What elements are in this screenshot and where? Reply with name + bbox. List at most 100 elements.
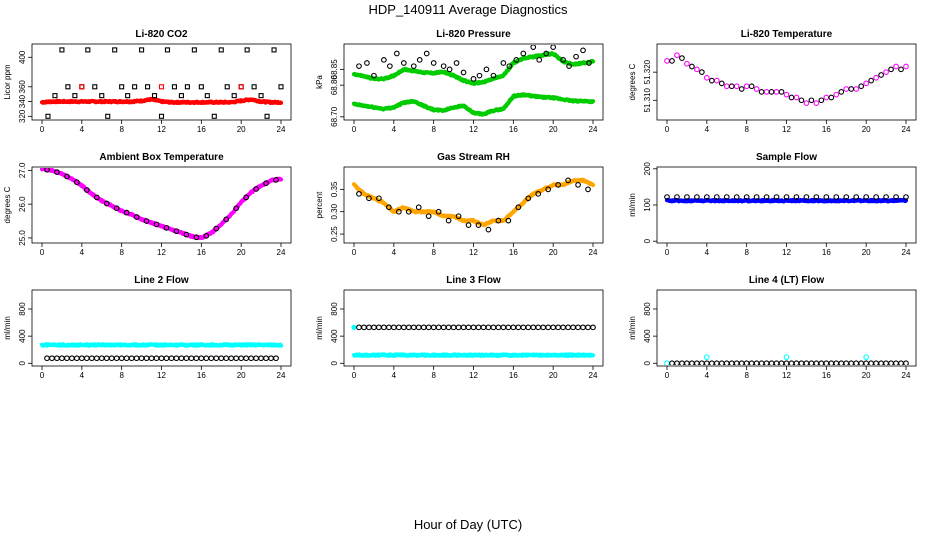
series-line-1-start [351, 324, 357, 330]
data-point [783, 91, 790, 98]
panel-title: Line 4 (LT) Flow [749, 275, 825, 286]
data-point [903, 194, 909, 200]
y-tick-label: 26.0 [18, 196, 27, 212]
x-tick-label: 0 [40, 125, 45, 134]
data-point [708, 360, 715, 365]
data-point [793, 94, 800, 101]
y-tick-label: 320 [18, 109, 27, 123]
data-point [203, 233, 210, 239]
series-line-2 [356, 45, 592, 82]
data-point [178, 355, 185, 362]
data-point [224, 84, 230, 90]
series-line-2 [664, 194, 909, 200]
series-line-a [351, 51, 596, 87]
x-tick-label: 12 [157, 125, 166, 134]
data-point [573, 53, 579, 60]
data-point [168, 355, 175, 362]
data-point [278, 100, 284, 105]
data-point [833, 360, 840, 365]
data-point [743, 360, 750, 365]
y-tick-label: 100 [643, 198, 652, 212]
data-point [495, 324, 502, 331]
x-tick-label: 8 [744, 125, 749, 134]
x-tick-label: 12 [782, 248, 791, 257]
y-axis-label: percent [315, 191, 324, 218]
series-line-1 [351, 352, 596, 358]
data-point [545, 324, 552, 331]
data-point [361, 324, 367, 331]
marks-sample_flow [664, 194, 909, 204]
data-point [103, 200, 110, 207]
data-point [570, 324, 576, 331]
y-tick-label: 0.30 [330, 203, 339, 219]
y-tick-label: 400 [18, 329, 27, 343]
data-point [183, 231, 190, 238]
data-point [198, 84, 204, 90]
x-tick-label: 0 [352, 371, 357, 380]
x-tick-label: 4 [80, 125, 85, 134]
data-point [773, 360, 780, 365]
data-point [455, 213, 462, 220]
data-point [505, 217, 512, 224]
data-point [565, 324, 571, 331]
data-point [699, 360, 705, 365]
data-point [460, 69, 467, 76]
data-point [263, 180, 269, 187]
y-tick-label: 0.35 [330, 181, 339, 197]
series-line-1 [39, 342, 284, 348]
data-point [664, 360, 670, 365]
data-point [575, 324, 581, 331]
data-point [248, 355, 254, 362]
data-point [387, 63, 393, 70]
data-point [798, 97, 805, 104]
panel-pressure: Li-820 Pressure 0 4 8 12 16 20 24 68.70 68.8068.8… [315, 29, 604, 134]
marks-line3_flow [351, 324, 596, 358]
data-point [258, 355, 264, 362]
data-point [773, 89, 780, 95]
data-point [253, 186, 259, 192]
data-point [425, 324, 432, 331]
data-point [669, 58, 675, 64]
panel-line3_flow: Line 3 Flow 0 4 8 12 16 20 24 0 400 800 ml/min [315, 275, 604, 380]
data-point [223, 216, 230, 223]
data-point [92, 84, 98, 90]
y-axis-label: Licor ppm [3, 64, 12, 99]
x-tick-label: 8 [431, 371, 436, 380]
data-point [738, 86, 745, 92]
y-axis-label: ml/min [628, 316, 637, 340]
x-tick-label: 8 [431, 248, 436, 257]
data-point [505, 324, 512, 331]
data-point [843, 194, 850, 200]
data-point [108, 355, 115, 362]
data-point [381, 56, 387, 63]
series-line-2 [356, 177, 591, 233]
y-tick-label: 200 [643, 162, 652, 176]
y-axis-label: ml/min [628, 193, 637, 217]
data-point [803, 360, 810, 365]
data-point [233, 205, 240, 212]
data-point [540, 324, 547, 331]
data-point [833, 194, 840, 200]
data-point [163, 355, 170, 362]
data-point [475, 324, 482, 331]
data-point [893, 360, 899, 365]
data-point [748, 83, 755, 90]
data-point [515, 204, 522, 211]
data-point [99, 93, 105, 99]
data-point [54, 169, 60, 175]
y-tick-label: 360 [18, 80, 27, 94]
data-point [703, 354, 710, 361]
data-point [898, 360, 904, 365]
data-point [164, 47, 171, 53]
data-point [371, 324, 377, 331]
data-point [723, 360, 730, 365]
data-point [853, 360, 860, 365]
data-point [788, 360, 795, 365]
data-point [158, 84, 165, 90]
x-tick-label: 20 [237, 125, 246, 134]
data-point [763, 360, 770, 365]
y-tick-label: 400 [18, 50, 27, 64]
data-point [133, 214, 140, 220]
series-line-2 [669, 55, 904, 104]
x-tick-label: 4 [705, 248, 710, 257]
